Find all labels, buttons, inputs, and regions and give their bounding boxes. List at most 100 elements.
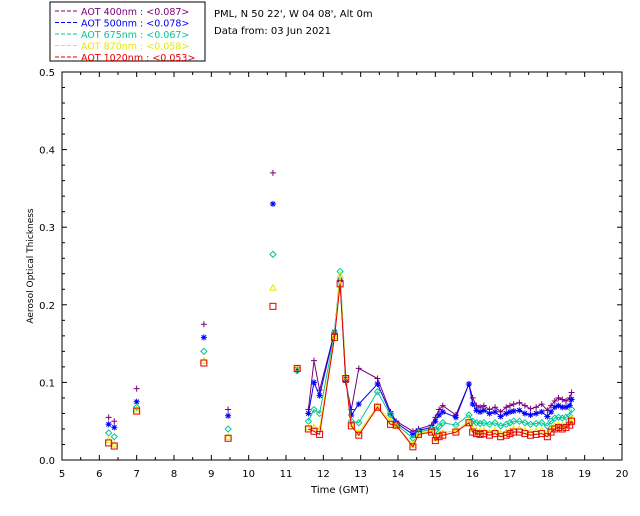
plot-frame xyxy=(61,71,623,461)
data-point xyxy=(355,401,362,408)
data-point xyxy=(568,389,575,396)
data-point xyxy=(224,434,232,442)
series-line xyxy=(308,275,573,446)
data-point xyxy=(110,433,118,441)
x-tick-label: 8 xyxy=(171,469,177,480)
data-point xyxy=(538,408,545,415)
data-point xyxy=(304,423,313,431)
x-tick-label: 17 xyxy=(504,469,517,480)
data-point xyxy=(293,364,301,372)
data-point xyxy=(485,420,494,429)
data-point xyxy=(310,405,318,414)
data-point xyxy=(110,442,118,450)
legend-box xyxy=(49,1,206,62)
data-point xyxy=(558,425,566,433)
data-point xyxy=(555,394,562,401)
data-point xyxy=(111,418,118,425)
data-point xyxy=(225,412,232,419)
data-point xyxy=(521,419,529,427)
data-point xyxy=(559,396,566,403)
data-point xyxy=(507,402,513,409)
data-point xyxy=(502,420,510,429)
data-point xyxy=(439,408,446,415)
data-point xyxy=(355,431,363,439)
data-point xyxy=(473,407,480,414)
data-point xyxy=(502,431,510,439)
data-point xyxy=(132,405,141,413)
data-point xyxy=(224,432,232,440)
data-point xyxy=(316,392,323,399)
axes: 5 6 7 8 9 10 11 12 13 14 15 16 17 18 19 20 0.0 0.1 0.2 0.3 0… xyxy=(39,68,628,480)
x-tick-label: 12 xyxy=(317,469,330,480)
x-tick-label: 14 xyxy=(392,469,405,480)
data-point xyxy=(465,419,473,427)
data-point xyxy=(538,419,546,427)
data-point xyxy=(452,414,459,421)
y-axis-label: Aerosol Optical Thickness xyxy=(26,208,36,324)
data-point xyxy=(428,428,436,436)
data-point xyxy=(465,380,472,387)
data-point xyxy=(305,410,312,417)
data-point xyxy=(563,398,569,405)
series-line xyxy=(307,277,573,432)
data-point xyxy=(516,407,523,414)
data-point xyxy=(133,398,140,405)
data-point xyxy=(521,410,528,417)
data-point xyxy=(431,437,439,445)
data-point xyxy=(510,417,518,425)
data-point xyxy=(527,411,534,418)
series-3 xyxy=(104,271,576,448)
series-line xyxy=(308,283,573,448)
data-point xyxy=(492,408,499,415)
data-point xyxy=(526,420,535,429)
x-tick-label: 16 xyxy=(466,469,479,480)
data-point xyxy=(104,429,113,437)
data-point xyxy=(551,414,559,422)
x-tick-label: 5 xyxy=(59,469,65,480)
data-point xyxy=(527,405,534,412)
y-tick-label: 0.4 xyxy=(39,146,55,157)
x-tick-label: 20 xyxy=(616,469,629,480)
data-point xyxy=(310,423,318,431)
x-tick-label: 11 xyxy=(280,469,293,480)
data-point xyxy=(555,423,563,431)
data-point xyxy=(336,271,344,279)
y-tick-label: 0.1 xyxy=(39,378,55,389)
series-0 xyxy=(105,169,575,435)
series-line xyxy=(307,279,573,436)
data-point xyxy=(439,402,446,409)
data-point xyxy=(355,419,363,427)
data-point xyxy=(225,406,232,413)
data-point xyxy=(551,398,558,405)
y-tick-label: 0.0 xyxy=(39,456,55,467)
data-point xyxy=(311,379,317,386)
legend: AOT 400nm : <0.087>AOT 500nm : <0.078>AO… xyxy=(49,1,206,64)
data-point xyxy=(544,413,551,420)
x-tick-label: 19 xyxy=(578,469,591,480)
data-point xyxy=(533,410,540,417)
data-point xyxy=(476,419,484,428)
data-point xyxy=(476,430,484,438)
series-2 xyxy=(104,250,576,442)
data-point xyxy=(269,250,277,259)
data-point xyxy=(563,404,569,411)
data-point xyxy=(516,399,523,406)
data-point xyxy=(477,408,484,415)
data-point xyxy=(342,375,350,383)
data-point xyxy=(331,333,339,341)
data-point xyxy=(486,410,493,417)
data-point xyxy=(373,403,381,411)
data-point xyxy=(269,302,277,310)
data-point xyxy=(373,401,382,409)
data-point xyxy=(316,430,324,438)
data-point xyxy=(503,404,510,411)
data-point xyxy=(435,433,443,441)
x-tick-label: 15 xyxy=(429,469,442,480)
data-point xyxy=(510,408,517,415)
data-point xyxy=(409,443,417,451)
data-point xyxy=(472,430,480,438)
data-point xyxy=(521,402,528,409)
data-point xyxy=(269,169,276,176)
data-point xyxy=(533,404,540,411)
